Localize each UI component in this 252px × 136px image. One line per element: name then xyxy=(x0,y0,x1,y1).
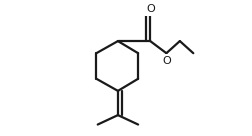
Text: O: O xyxy=(162,56,171,66)
Text: O: O xyxy=(146,4,155,14)
